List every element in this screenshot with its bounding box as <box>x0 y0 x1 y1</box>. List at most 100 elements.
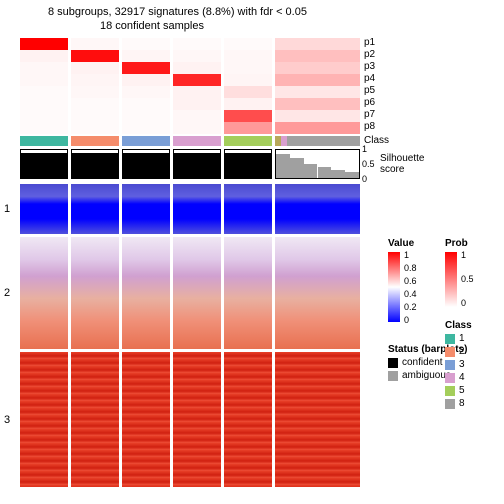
cluster-3: 3 <box>4 414 10 426</box>
prob-cell <box>224 50 272 62</box>
legend-value-tick: 1 <box>404 250 409 260</box>
legend-status-label: ambiguous <box>402 370 451 381</box>
prob-cell <box>173 98 221 110</box>
legend-value-tick: 0.6 <box>404 276 417 286</box>
prob-cell <box>122 86 170 98</box>
legend-class-box <box>445 334 455 344</box>
class-cell-extra <box>281 136 287 146</box>
class-cell <box>275 136 360 146</box>
hm2-cell <box>71 237 119 349</box>
prob-cell <box>122 110 170 122</box>
prob-cell <box>173 110 221 122</box>
legend-class-box <box>445 373 455 383</box>
sil-bar <box>345 172 359 178</box>
legend-prob-tick: 0.5 <box>461 274 474 284</box>
prob-cell <box>122 50 170 62</box>
prob-cell <box>275 98 360 110</box>
hm3-cell <box>20 352 68 487</box>
hm1-cell <box>71 184 119 234</box>
hm1-cell <box>20 184 68 234</box>
hm1-cell <box>173 184 221 234</box>
prob-cell <box>71 74 119 86</box>
legend-status-box <box>388 358 398 368</box>
prob-cell <box>173 122 221 134</box>
sil-bar <box>318 167 332 178</box>
sil-bar <box>72 153 118 178</box>
prob-cell <box>275 62 360 74</box>
prob-cell <box>20 74 68 86</box>
prob-row-label: p8 <box>364 121 375 132</box>
cluster-1: 1 <box>4 203 10 215</box>
prob-cell <box>122 98 170 110</box>
hm2-cell <box>20 237 68 349</box>
legend-value-title: Value <box>388 238 414 249</box>
prob-row-label: p4 <box>364 73 375 84</box>
prob-cell <box>20 98 68 110</box>
legend-class-label: 1 <box>459 333 465 344</box>
legend-class-label: 5 <box>459 385 465 396</box>
hm3-cell <box>224 352 272 487</box>
prob-cell <box>224 62 272 74</box>
hm2-cell <box>224 237 272 349</box>
prob-row-label: p2 <box>364 49 375 60</box>
sil-tick: 1 <box>362 144 367 154</box>
prob-cell <box>71 86 119 98</box>
sil-bar <box>21 153 67 178</box>
hm1-cell <box>224 184 272 234</box>
prob-cell-hl <box>224 86 272 98</box>
hm2-cell <box>275 237 360 349</box>
legend-class-label: 2 <box>459 346 465 357</box>
class-cell <box>71 136 119 146</box>
hm1-cell <box>275 184 360 234</box>
cluster-2: 2 <box>4 287 10 299</box>
legend-class-label: 8 <box>459 398 465 409</box>
prob-cell <box>71 62 119 74</box>
prob-cell <box>275 38 360 50</box>
prob-row-label: p7 <box>364 109 375 120</box>
prob-cell-hl <box>122 62 170 74</box>
prob-cell <box>173 86 221 98</box>
legend-value-tick: 0 <box>404 315 409 325</box>
prob-cell <box>224 74 272 86</box>
prob-cell <box>20 62 68 74</box>
prob-cell-hl <box>71 50 119 62</box>
legend-status-box <box>388 371 398 381</box>
prob-cell <box>275 122 360 134</box>
class-cell <box>20 136 68 146</box>
sil-bar <box>174 153 220 178</box>
class-row-label: Class <box>364 135 389 146</box>
title-sub: 18 confident samples <box>100 20 204 32</box>
title-main: 8 subgroups, 32917 signatures (8.8%) wit… <box>48 6 307 18</box>
prob-cell <box>71 98 119 110</box>
hm2-cell <box>122 237 170 349</box>
hm3-cell <box>275 352 360 487</box>
sil-bar <box>123 153 169 178</box>
legend-value-tick: 0.2 <box>404 302 417 312</box>
prob-cell-hl <box>20 38 68 50</box>
class-cell <box>224 136 272 146</box>
class-cell <box>122 136 170 146</box>
prob-cell <box>224 110 272 122</box>
prob-row-label: p5 <box>364 85 375 96</box>
legend-class-box <box>445 386 455 396</box>
prob-cell <box>122 122 170 134</box>
sil-label: Silhouette score <box>380 153 424 175</box>
sil-bar <box>276 154 290 178</box>
hm3-cell <box>71 352 119 487</box>
prob-cell <box>224 38 272 50</box>
legend-status-title: Status (barplots) <box>388 344 467 355</box>
legend-prob-tick: 0 <box>461 298 466 308</box>
sil-bar <box>304 164 318 178</box>
hm3-cell <box>173 352 221 487</box>
hm3-cell <box>122 352 170 487</box>
legend-class-title: Class <box>445 320 472 331</box>
sil-tick: 0 <box>362 174 367 184</box>
prob-cell <box>275 86 360 98</box>
prob-cell <box>173 38 221 50</box>
prob-cell <box>173 50 221 62</box>
prob-cell <box>20 86 68 98</box>
sil-tick: 0.5 <box>362 159 375 169</box>
legend-prob-tick: 1 <box>461 250 466 260</box>
class-cell <box>173 136 221 146</box>
prob-cell <box>173 62 221 74</box>
